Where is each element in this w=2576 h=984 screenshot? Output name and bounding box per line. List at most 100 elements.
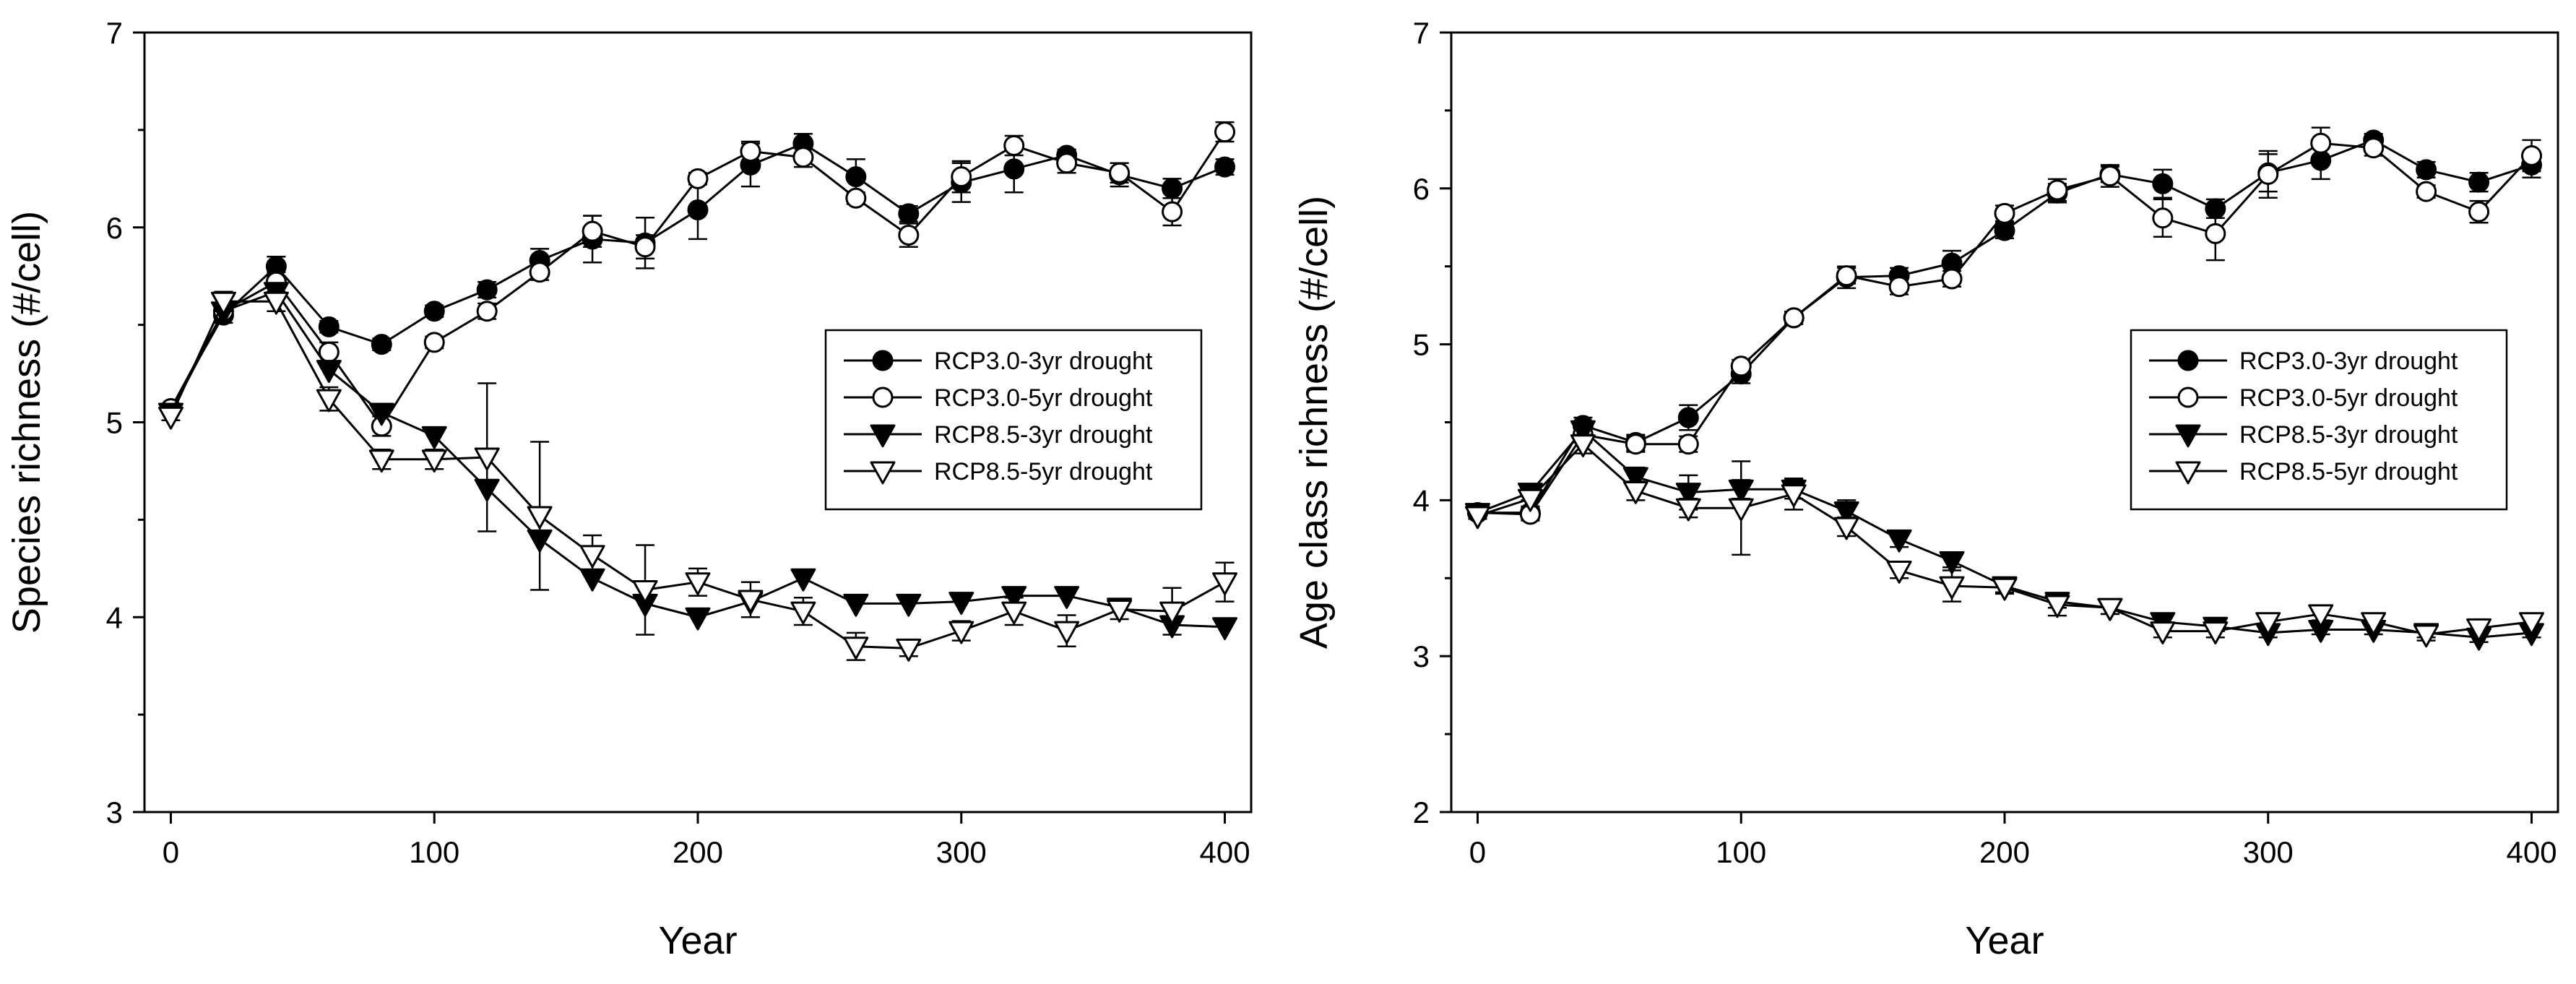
legend: RCP3.0-3yr drought RCP3.0-5yr drought RCP8… (2130, 329, 2508, 511)
legend: RCP3.0-3yr drought RCP3.0-5yr drought RCP8… (824, 329, 1203, 511)
data-point (845, 166, 867, 188)
data-point (1107, 599, 1133, 623)
data-point (2413, 624, 2439, 648)
data-point (368, 402, 394, 426)
y-tick-label: 6 (1413, 172, 1430, 206)
data-point (1003, 134, 1025, 156)
data-point (2205, 223, 2226, 244)
data-point (1886, 529, 1912, 553)
legend-marker (2177, 387, 2199, 408)
data-point (421, 426, 447, 449)
y-tick-label: 5 (106, 406, 123, 440)
data-point (898, 203, 920, 225)
data-point (423, 332, 445, 353)
data-point (790, 568, 816, 592)
data-point (634, 236, 656, 258)
legend-marker (2177, 350, 2199, 371)
data-point (2152, 207, 2174, 229)
x-tick-label: 400 (2506, 835, 2556, 869)
data-point (896, 638, 922, 662)
data-point (843, 593, 869, 617)
series-4 (1464, 433, 2545, 648)
data-point (263, 291, 289, 315)
data-point (1214, 156, 1236, 178)
data-point (1212, 617, 1238, 641)
data-point (1622, 467, 1648, 491)
data-point (1675, 498, 1701, 522)
data-point (1939, 551, 1965, 574)
data-point (2310, 132, 2332, 154)
data-point (738, 590, 764, 613)
data-point (2363, 137, 2385, 159)
x-tick-label: 200 (1979, 835, 2030, 869)
legend-entry: RCP8.5-5yr drought (934, 458, 1153, 485)
y-tick-label: 4 (1413, 483, 1430, 517)
data-point (2099, 165, 2121, 187)
y-tick-label: 4 (106, 600, 123, 634)
data-point (316, 389, 342, 413)
data-point (1056, 152, 1078, 174)
chart-panel-1: 0 100 200 300 400 3 4 5 6 7 Year Species richness (… (5, 16, 1253, 962)
data-point (1625, 433, 1646, 455)
data-point (2519, 612, 2545, 636)
data-point (579, 545, 605, 569)
data-point (368, 449, 394, 473)
data-point (1730, 355, 1752, 377)
data-point (1162, 201, 1183, 223)
x-axis-title: Year (658, 919, 737, 962)
data-point (423, 301, 445, 322)
data-point (951, 166, 972, 188)
legend-marker (2175, 424, 2201, 448)
legend-entry: RCP3.0-3yr drought (2239, 348, 2458, 375)
data-point (474, 447, 500, 471)
data-point (687, 199, 709, 220)
y-tick-label: 7 (106, 16, 123, 50)
data-point (316, 360, 342, 383)
legend-entry: RCP3.0-5yr drought (2239, 384, 2458, 412)
data-point (1888, 276, 1910, 298)
x-tick-label: 0 (163, 835, 179, 869)
data-point (740, 141, 761, 163)
y-tick-label: 5 (1413, 328, 1430, 362)
data-point (1992, 577, 2018, 601)
data-point (1783, 307, 1805, 329)
data-point (2308, 604, 2334, 628)
data-point (421, 449, 447, 473)
data-point (1517, 488, 1543, 512)
x-tick-label: 100 (1716, 835, 1766, 869)
data-point (2468, 201, 2490, 223)
data-point (1162, 178, 1183, 199)
data-point (1939, 576, 1965, 600)
data-point (1622, 480, 1648, 504)
data-point (582, 220, 603, 242)
data-point (476, 279, 498, 301)
data-point (685, 607, 711, 631)
x-tick-label: 400 (1199, 835, 1250, 869)
data-point (2152, 173, 2174, 194)
data-point (1677, 433, 1699, 455)
data-point (1728, 498, 1754, 522)
data-point (1109, 162, 1131, 184)
data-point (2468, 171, 2490, 193)
data-point (1833, 517, 1859, 540)
x-tick-label: 0 (1469, 835, 1486, 869)
data-point (529, 262, 550, 283)
data-point (2257, 163, 2279, 185)
data-point (1836, 265, 1857, 287)
legend-marker (870, 424, 896, 448)
data-point (1054, 621, 1080, 644)
legend-entry: RCP8.5-3yr drought (934, 421, 1153, 449)
data-point (790, 601, 816, 625)
data-point (1994, 220, 2015, 241)
data-point (1886, 561, 1912, 584)
data-point (2521, 144, 2543, 166)
data-point (1781, 484, 1807, 508)
data-point (685, 572, 711, 595)
data-point (2046, 179, 2068, 201)
y-axis-title: Species richness (#/cell) (5, 211, 48, 634)
x-tick-label: 100 (409, 835, 459, 869)
data-point (792, 147, 814, 168)
data-point (1159, 601, 1185, 625)
x-tick-label: 200 (673, 835, 723, 869)
